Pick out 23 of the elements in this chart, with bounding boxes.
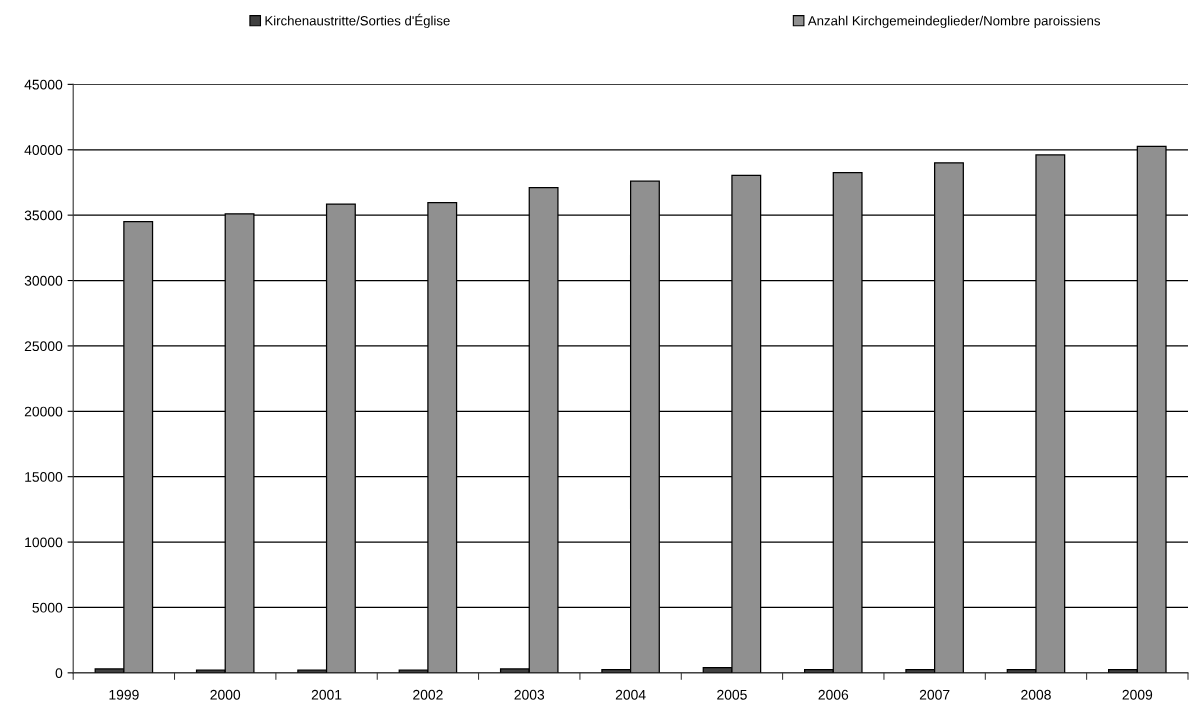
y-tick-label: 35000 bbox=[24, 210, 63, 221]
legend-label: Kirchenaustritte/Sorties d'Église bbox=[265, 13, 450, 29]
y-tick-label: 25000 bbox=[24, 341, 63, 352]
y-tick-label: 5000 bbox=[32, 602, 63, 613]
y-tick-label: 45000 bbox=[24, 79, 63, 90]
x-tick-label: 2007 bbox=[919, 689, 950, 700]
y-tick-label: 0 bbox=[55, 668, 63, 679]
x-tick-label: 2006 bbox=[818, 689, 849, 700]
y-tick-label: 15000 bbox=[25, 472, 63, 482]
x-tick-label: 2002 bbox=[413, 689, 443, 700]
x-tick-label: 2008 bbox=[1021, 689, 1051, 700]
legend-label: Anzahl Kirchgemeindeglieder/Nombre paroissiens bbox=[807, 15, 1101, 29]
x-tick-label: 1999 bbox=[109, 689, 139, 700]
x-tick-label: 2003 bbox=[514, 689, 545, 700]
x-tick-label: 2001 bbox=[311, 689, 342, 700]
y-tick-label: 30000 bbox=[24, 275, 63, 286]
y-tick-label: 10000 bbox=[25, 537, 63, 548]
x-tick-label: 2004 bbox=[615, 689, 646, 700]
x-tick-label: 2009 bbox=[1122, 689, 1153, 700]
x-tick-label: 2005 bbox=[717, 689, 747, 700]
y-tick-label: 40000 bbox=[24, 145, 63, 155]
y-tick-label: 20000 bbox=[24, 406, 63, 417]
x-tick-label: 2000 bbox=[210, 689, 241, 700]
